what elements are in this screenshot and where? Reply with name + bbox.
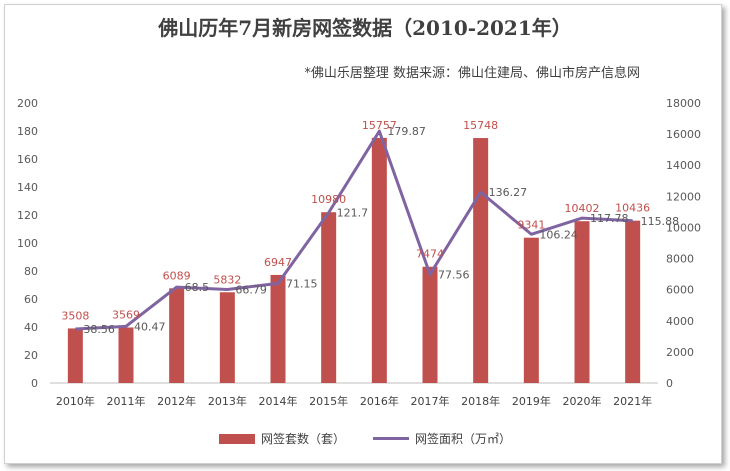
bar-data-label: 6947	[264, 256, 292, 269]
y-left-tick-label: 20	[24, 349, 38, 362]
line-data-label: 136.27	[489, 186, 527, 199]
bar-data-label: 9341	[517, 219, 545, 232]
y-left-tick-label: 60	[24, 293, 38, 306]
y-left-tick-label: 140	[17, 181, 38, 194]
line-data-label: 179.87	[387, 125, 426, 138]
bar	[321, 212, 337, 383]
y-left-tick-label: 160	[17, 153, 38, 166]
bar-data-label: 10402	[565, 202, 600, 215]
line-data-label: 121.7	[337, 207, 369, 220]
y-left-tick-label: 40	[24, 321, 38, 334]
chart-legend: 网签套数（套） 网签面积（万㎡）	[0, 430, 730, 447]
x-tick-label: 2021年	[613, 394, 652, 408]
legend-item-line: 网签面积（万㎡）	[373, 430, 511, 447]
y-left-tick-label: 180	[17, 125, 38, 138]
line-data-label: 40.47	[134, 320, 166, 333]
bar	[625, 220, 641, 383]
chart-title: 佛山历年7月新房网签数据（2010-2021年）	[158, 16, 572, 40]
y-left-tick-label: 100	[17, 237, 38, 250]
line-data-label: 106.24	[539, 228, 578, 241]
legend-label-line: 网签面积（万㎡）	[415, 432, 512, 446]
y-left-tick-label: 200	[17, 97, 38, 110]
bar-data-label: 7474	[416, 248, 444, 261]
bar	[371, 137, 387, 383]
bar-data-label: 15757	[362, 119, 397, 132]
bar	[270, 274, 286, 383]
x-tick-label: 2017年	[411, 394, 450, 408]
bar	[523, 237, 539, 383]
y-right-tick-label: 4000	[666, 315, 694, 328]
y-right-tick-label: 12000	[666, 190, 701, 203]
y-right-tick-label: 18000	[666, 97, 701, 110]
x-tick-label: 2012年	[157, 394, 196, 408]
x-tick-label: 2015年	[309, 394, 348, 408]
x-tick-label: 2016年	[360, 394, 399, 408]
legend-swatch-line	[373, 437, 409, 440]
bar-data-label: 10980	[311, 193, 346, 206]
bar-data-label: 5832	[213, 273, 241, 286]
y-right-tick-label: 8000	[666, 253, 694, 266]
bar	[473, 138, 489, 383]
y-right-tick-label: 6000	[666, 284, 694, 297]
y-right-tick-label: 0	[666, 377, 673, 390]
bar	[574, 221, 590, 383]
bar-data-label: 3508	[61, 309, 89, 322]
line-data-label: 117.78	[590, 212, 629, 225]
line-series	[75, 129, 633, 331]
line-data-label: 71.15	[286, 277, 318, 290]
y-left-tick-label: 0	[31, 377, 38, 390]
y-right-tick-label: 14000	[666, 159, 701, 172]
bar	[118, 327, 134, 383]
x-tick-label: 2020年	[563, 394, 602, 408]
line-data-label: 115.88	[641, 215, 680, 228]
y-left-tick-label: 120	[17, 209, 38, 222]
chart-subtitle: *佛山乐居整理 数据来源：佛山住建局、佛山市房产信息网	[304, 66, 640, 81]
y-right-tick-label: 16000	[666, 128, 701, 141]
x-tick-label: 2010年	[56, 394, 95, 408]
line-data-label: 38.56	[83, 323, 115, 336]
bar	[422, 266, 438, 383]
x-tick-label: 2019年	[512, 394, 551, 408]
x-tick-label: 2011年	[107, 394, 146, 408]
legend-swatch-bar	[218, 433, 255, 444]
bar	[169, 288, 185, 383]
line-data-label: 68.5	[185, 281, 210, 294]
line-data-label: 66.79	[235, 283, 266, 296]
legend-item-bar: 网签套数（套）	[218, 430, 345, 447]
chart-frame	[4, 4, 722, 464]
x-tick-label: 2013年	[208, 394, 247, 408]
x-tick-label: 2014年	[259, 394, 298, 408]
y-left-tick-label: 80	[24, 265, 38, 278]
bar-data-label: 10436	[615, 202, 650, 215]
y-right-tick-label: 2000	[666, 346, 694, 359]
x-tick-label: 2018年	[461, 394, 500, 408]
line-data-label: 77.56	[438, 268, 470, 281]
bar	[67, 328, 83, 383]
y-right-tick-label: 10000	[666, 221, 701, 234]
bar	[219, 292, 235, 383]
bar-data-label: 3569	[112, 308, 140, 321]
legend-label-bar: 网签套数（套）	[260, 432, 345, 446]
bar-data-label: 15748	[463, 119, 498, 132]
bar-data-label: 6089	[163, 269, 191, 282]
